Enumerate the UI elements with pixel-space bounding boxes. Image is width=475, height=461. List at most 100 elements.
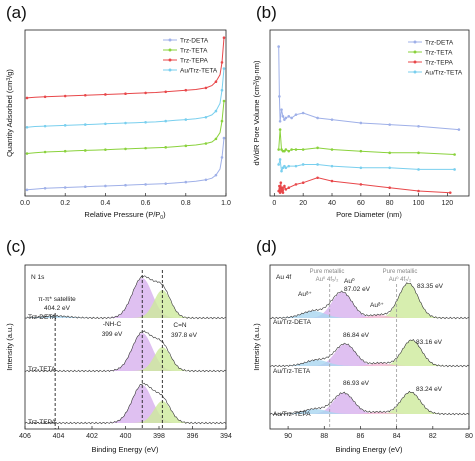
peak-1-0: [25, 333, 226, 371]
panel-d-sample-2: Au/Trz-TEPA: [273, 411, 311, 418]
panel-d-sample-0: Au/Trz-DETA: [273, 319, 312, 326]
series-point-0-6: [284, 116, 288, 120]
series-point-1-0: [277, 148, 280, 151]
peak-2-3: [270, 412, 469, 414]
panel-a-frame: [24, 29, 227, 197]
panel-b-legend: Trz-DETA Trz-TETA Trz-TEPA Au/Trz-TETA: [408, 39, 463, 76]
panel-c-xticks: 406 404 402 400 398 396 394: [19, 426, 232, 440]
series-point-3-14: [164, 119, 167, 123]
panel-a-legend: Trz-DETA Trz-TETA Trz-TEPA Au/Trz-TETA: [163, 37, 218, 74]
series-line-1: [26, 100, 225, 154]
panel-c-sample-0: Trz-DETA: [28, 314, 57, 321]
series-point-3-8: [104, 122, 107, 126]
series-point-1-4: [63, 149, 67, 153]
panel-c-sat-title: π-π* satellite: [38, 296, 76, 303]
series-point-0-2: [278, 120, 282, 123]
peak-2-1: [270, 392, 469, 414]
series-point-0-14: [388, 123, 391, 126]
series-point-2-10: [294, 183, 298, 186]
series-point-0-8: [104, 184, 107, 188]
legend-label-3: Au/Trz-TETA: [180, 67, 218, 74]
legend-marker-2: [168, 58, 172, 62]
series-point-1-14: [164, 146, 167, 149]
x-tick-label-2: 40: [328, 200, 336, 207]
panel-c-cn-value: 397.8 eV: [171, 332, 198, 339]
envelope-0: [24, 275, 227, 320]
series-point-2-2: [43, 95, 47, 99]
series-point-0-16: [457, 128, 461, 131]
panel-c-cn-title: C=N: [173, 322, 186, 329]
panel-d-ylabel: Intensity (a.u.): [252, 323, 261, 371]
legend-marker-1: [168, 48, 172, 52]
panel-a-xticks: 0.0 0.2 0.4 0.6 0.8 1.0: [20, 193, 231, 207]
series-point-2-14: [164, 90, 167, 94]
series-point-2-12: [316, 176, 319, 180]
panel-c-plot: [24, 270, 227, 429]
panel-c-sample-2: Trz-TEPA: [28, 419, 56, 426]
panel-c-title: N 1s: [31, 274, 45, 281]
series-point-2-9: [287, 186, 291, 189]
panel-c-sat-value: 404.2 eV: [44, 305, 71, 312]
envelope-2: [269, 390, 470, 416]
series-point-3-14: [453, 168, 456, 171]
series-point-1-0: [25, 152, 29, 155]
series-point-1-18: [204, 142, 208, 145]
peak-1-1: [270, 340, 469, 366]
series-point-0-7: [287, 115, 291, 118]
panel-d-deta-a-ev: 87.02 eV: [344, 286, 371, 293]
legend-label-3: Au/Trz-TETA: [425, 69, 463, 76]
panel-a-label: (a): [6, 3, 27, 22]
series-point-2-6: [281, 191, 285, 194]
series-point-0-16: [184, 180, 188, 184]
series-point-3-12: [144, 120, 147, 124]
series-point-0-20: [214, 173, 218, 177]
panel-d-deta-b: 83.35 eV: [417, 283, 444, 290]
x-tick-label-0: 90: [284, 433, 292, 440]
legend-label-0: Trz-DETA: [425, 39, 454, 46]
x-tick-label-5: 1.0: [221, 200, 231, 207]
peak-2-2: [270, 409, 469, 414]
legend-marker-0: [413, 40, 417, 44]
x-tick-label-2: 86: [357, 433, 365, 440]
series-point-0-12: [330, 118, 334, 121]
series-line-3: [26, 68, 225, 128]
series-point-3-18: [204, 115, 208, 119]
series-point-0-10: [301, 111, 305, 115]
series-point-0-1: [278, 95, 281, 98]
panel-d: (d) Au 4f 90 88 86 84 82 80 Binding Energy (e…: [252, 237, 473, 454]
peak-1-2: [270, 360, 469, 366]
x-tick-label-1: 404: [53, 433, 65, 440]
legend-marker-0: [168, 38, 172, 42]
x-tick-label-4: 0.8: [181, 200, 191, 207]
panel-b-xlabel: Pore Diameter (nm): [336, 210, 402, 219]
peak-0-2: [25, 316, 226, 318]
x-tick-label-5: 100: [413, 200, 425, 207]
legend-label-2: Trz-TEPA: [425, 59, 453, 66]
panel-c-nhc-title: -NH-C: [103, 321, 122, 328]
x-tick-label-3: 400: [120, 433, 132, 440]
series-point-2-0: [25, 96, 29, 100]
panel-d-deta-a: Au⁰: [344, 277, 355, 285]
x-tick-label-2: 402: [86, 433, 98, 440]
series-point-1-7: [290, 148, 293, 151]
x-tick-label-1: 20: [299, 200, 307, 207]
series-point-0-0: [277, 45, 280, 48]
panel-c-xlabel: Binding Energy (eV): [91, 445, 159, 454]
panel-d-xticks: 90 88 86 84 82 80: [284, 426, 473, 440]
peak-1-3: [270, 363, 469, 366]
panel-c-nhc-value: 399 eV: [102, 331, 123, 338]
x-tick-label-6: 394: [220, 433, 232, 440]
series-point-3-6: [287, 164, 291, 168]
series-point-1-6: [287, 149, 291, 153]
series-point-2-10: [124, 92, 127, 95]
series-point-2-15: [388, 186, 391, 189]
series-point-3-0: [277, 163, 280, 166]
series-point-2-6: [84, 93, 87, 97]
panel-d-ref1-title: Pure metallic: [310, 269, 345, 275]
series-point-0-13: [359, 121, 363, 125]
series-point-3-4: [63, 124, 67, 127]
series-point-0-6: [84, 185, 87, 189]
series-point-3-9: [316, 163, 319, 166]
x-tick-label-0: 0.0: [20, 200, 30, 207]
series-point-1-10: [316, 146, 319, 150]
